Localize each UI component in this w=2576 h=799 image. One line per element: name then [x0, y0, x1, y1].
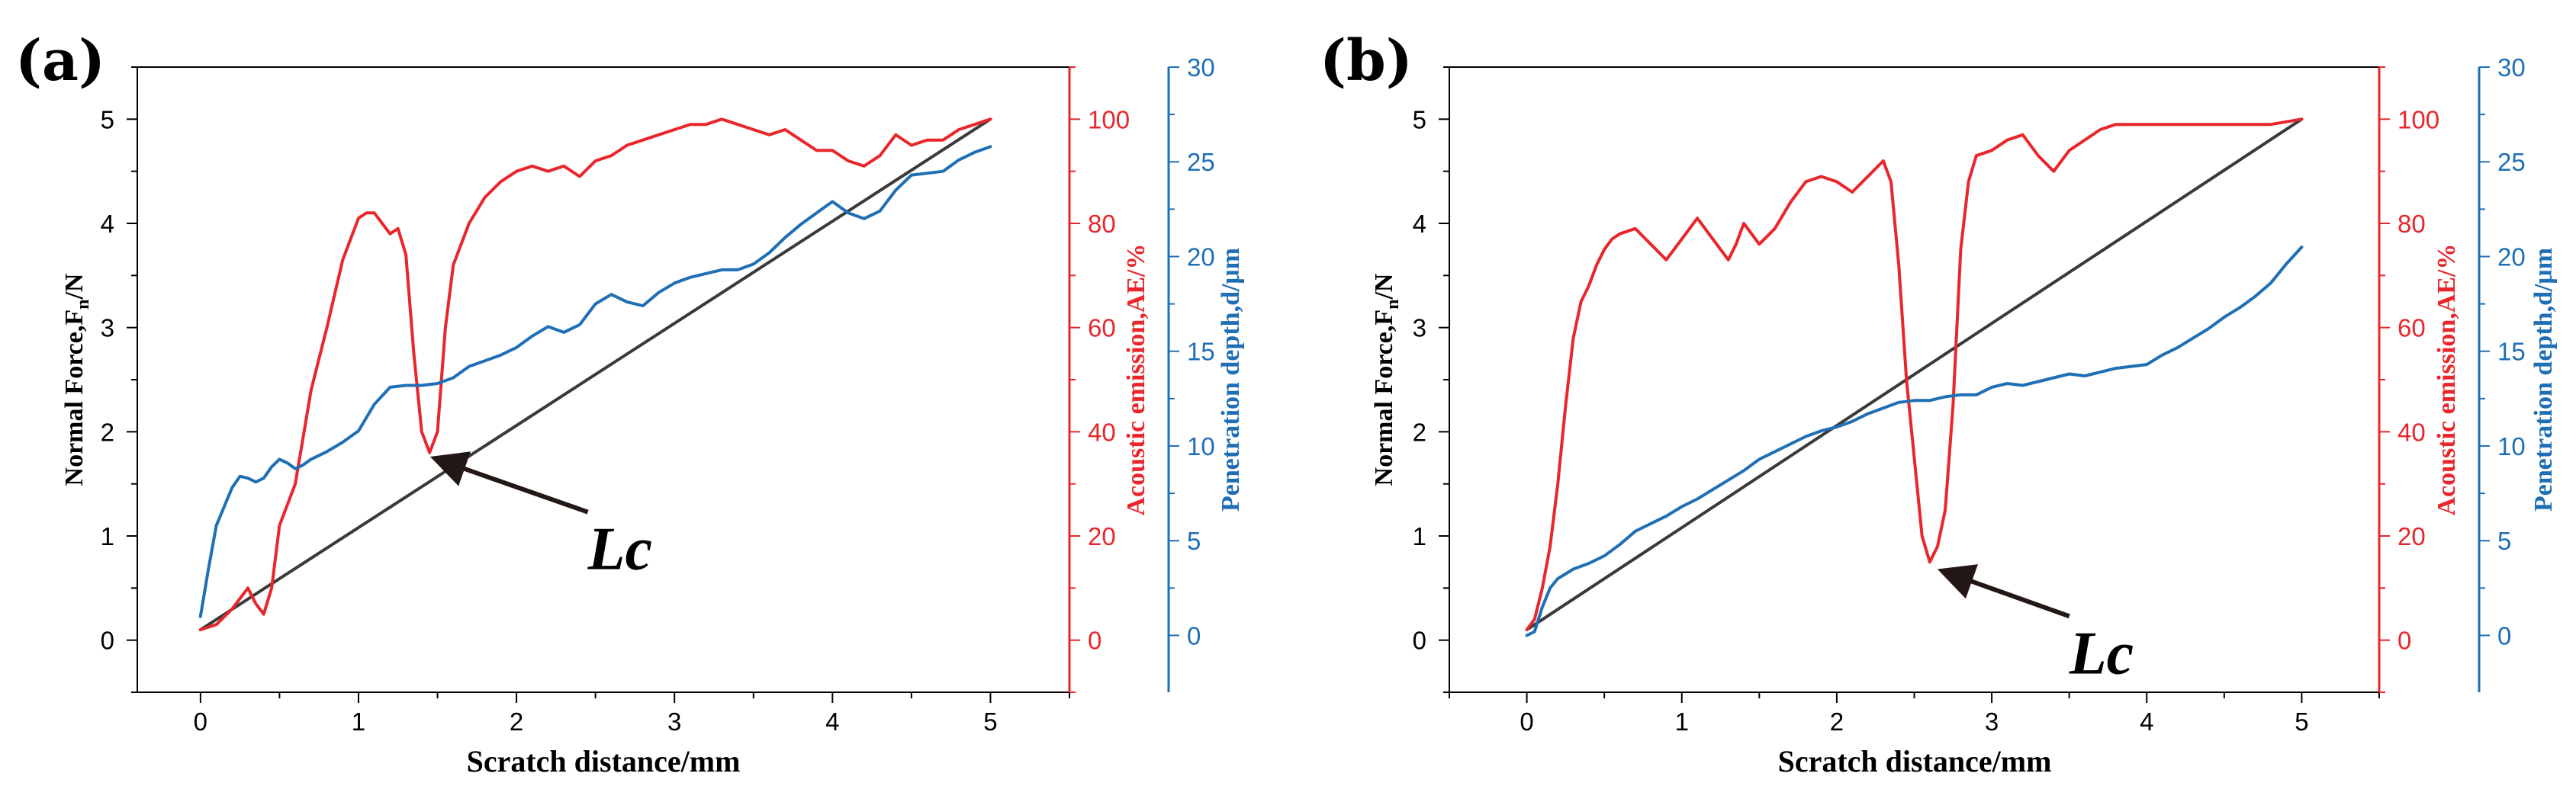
panel-b-left-label-main: Normal Force,F — [1370, 310, 1398, 486]
panel-a-right2-tick-label: 25 — [1187, 148, 1215, 176]
panel-a-x-tick-label: 3 — [667, 708, 681, 736]
panel-b-right2-axis: 0 5 10 15 20 25 30 — [2478, 53, 2526, 692]
panel-a-right1-tick-label: 40 — [1088, 418, 1116, 446]
panel-b-right1-tick-label: 20 — [2398, 522, 2426, 550]
panel-b-right1-tick-label: 60 — [2398, 314, 2426, 342]
panel-a-left-tick-label: 2 — [101, 418, 114, 446]
panel-b-left-tick-label: 2 — [1413, 418, 1426, 446]
panel-a-left-label-sub: n — [73, 300, 93, 310]
panel-a-right2-tick-label: 0 — [1187, 621, 1201, 650]
panel-b-left-tick-label: 5 — [1413, 105, 1426, 133]
panel-a-x-tick-label: 0 — [194, 708, 207, 736]
panel-a-annotation: Lc — [429, 451, 652, 583]
panel-b-x-axis-label: Scratch distance/mm — [1778, 744, 2052, 778]
panel-a-series — [198, 117, 992, 631]
panel-b-left-tick-label: 4 — [1413, 210, 1426, 238]
panel-b-right1-axis-label: Acoustic emission,AE/% — [2433, 244, 2461, 516]
panel-b-annotation: Lc — [1937, 564, 2134, 687]
panel-b-label: (b) — [1320, 28, 1413, 94]
panel-a-left-tick-label: 1 — [101, 522, 114, 550]
panel-b-right1-tick-label: 100 — [2398, 105, 2439, 133]
panel-b-left-ticks: 0 1 2 3 4 5 — [1413, 66, 1449, 693]
panel-a-x-tick-label: 5 — [983, 708, 997, 736]
panel-b: (b) 0 1 2 3 4 5 0 1 2 3 4 5 0 20 40 60 80 100 0 5 10 15 20 2… — [1320, 28, 2558, 778]
panel-b-right1-tick-label: 80 — [2398, 210, 2426, 238]
panel-a-acoustic-emission-line — [198, 117, 992, 631]
panel-a-right1-tick-label: 60 — [1088, 314, 1116, 342]
panel-a-right2-axis: 0 5 10 15 20 25 30 — [1167, 53, 1215, 692]
panel-a-x-tick-label: 4 — [825, 708, 839, 736]
panel-b-right1-tick-label: 40 — [2398, 418, 2426, 446]
panel-b-left-label-tail: /N — [1370, 273, 1398, 300]
panel-b-lc-arrow — [1937, 564, 2070, 619]
panel-a-right2-tick-label: 10 — [1187, 432, 1215, 460]
panel-b-acoustic-emission-line — [1525, 117, 2304, 631]
panel-b-right2-tick-label: 0 — [2497, 621, 2511, 650]
panel-a-left-axis-label: Normal Force,Fn/N — [60, 273, 93, 486]
panel-a-left-label-main: Normal Force,F — [60, 310, 88, 486]
panel-a-right2-axis-label: Penetration depth,d/μm — [1217, 248, 1245, 512]
panel-b-right2-tick-label: 10 — [2497, 432, 2526, 460]
panel-a-lc-label: Lc — [587, 516, 652, 583]
panel-b-right1-axis: 0 20 40 60 80 100 — [2378, 66, 2439, 693]
panel-a-x-axis-label: Scratch distance/mm — [467, 744, 741, 778]
panel-b-left-tick-label: 3 — [1413, 314, 1426, 342]
panel-b-x-tick-label: 5 — [2295, 708, 2308, 736]
panel-b-lc-label: Lc — [2069, 620, 2134, 687]
panel-a-right2-tick-label: 5 — [1187, 527, 1201, 555]
panel-b-x-tick-label: 2 — [1830, 708, 1844, 736]
panel-a-left-label-tail: /N — [60, 273, 88, 300]
panel-a-penetration-depth-line — [198, 145, 992, 618]
panel-a-right1-tick-label: 20 — [1088, 522, 1116, 550]
panel-a-right2-tick-label: 20 — [1187, 242, 1215, 271]
panel-a-lc-arrow — [429, 451, 589, 515]
panel-a-x-tick-label: 2 — [510, 708, 523, 736]
panel-b-x-tick-label: 0 — [1520, 708, 1533, 736]
panel-b-right2-tick-label: 25 — [2497, 148, 2526, 176]
panel-a-left-tick-label: 5 — [101, 105, 114, 133]
panel-b-normal-force-line — [1525, 117, 2304, 631]
panel-b-right2-tick-label: 30 — [2497, 53, 2526, 82]
panel-a-right1-tick-label: 100 — [1088, 105, 1130, 133]
panel-b-right2-tick-label: 20 — [2497, 242, 2526, 271]
panel-a-right1-tick-label: 0 — [1088, 627, 1101, 655]
panel-b-right2-tick-label: 15 — [2497, 338, 2526, 366]
panel-a-right1-axis: 0 20 40 60 80 100 — [1068, 66, 1130, 693]
panel-a-x-ticks: 0 1 2 3 4 5 — [194, 692, 1070, 736]
panel-b-x-tick-label: 1 — [1675, 708, 1689, 736]
panel-a-left-tick-label: 3 — [101, 314, 114, 342]
panel-a-left-tick-label: 4 — [101, 210, 114, 238]
panel-a-right2-tick-label: 30 — [1187, 53, 1215, 82]
panel-a-label: (a) — [15, 28, 105, 94]
panel-a-right2-tick-label: 15 — [1187, 338, 1215, 366]
panel-b-x-ticks: 0 1 2 3 4 5 — [1449, 692, 2380, 736]
panel-b-right2-axis-label: Penetration depth,d/μm — [2529, 248, 2558, 512]
panel-b-penetration-depth-line — [1525, 245, 2304, 637]
panel-a-left-ticks: 0 1 2 3 4 5 — [101, 66, 137, 693]
panel-b-right2-tick-label: 5 — [2497, 527, 2511, 555]
panel-a-right1-axis-label: Acoustic emission,AE/% — [1122, 244, 1150, 516]
panel-b-series — [1525, 117, 2304, 637]
panel-a: (a) 0 1 2 3 4 5 0 1 2 3 4 5 0 20 40 60 80 100 0 5 10 15 20 2… — [15, 28, 1245, 778]
panel-b-left-axis-label: Normal Force,Fn/N — [1370, 273, 1403, 486]
panel-b-left-tick-label: 0 — [1413, 627, 1426, 655]
panel-b-right1-tick-label: 0 — [2398, 627, 2411, 655]
panel-a-normal-force-line — [198, 117, 992, 631]
panel-b-left-label-sub: n — [1383, 300, 1403, 310]
panel-b-left-tick-label: 1 — [1413, 522, 1426, 550]
panel-b-x-tick-label: 3 — [1985, 708, 1999, 736]
panel-a-plot-frame — [137, 66, 1070, 693]
panel-a-left-tick-label: 0 — [101, 627, 114, 655]
panel-a-right1-tick-label: 80 — [1088, 210, 1116, 238]
panel-b-x-tick-label: 4 — [2140, 708, 2153, 736]
panel-a-x-tick-label: 1 — [352, 708, 365, 736]
